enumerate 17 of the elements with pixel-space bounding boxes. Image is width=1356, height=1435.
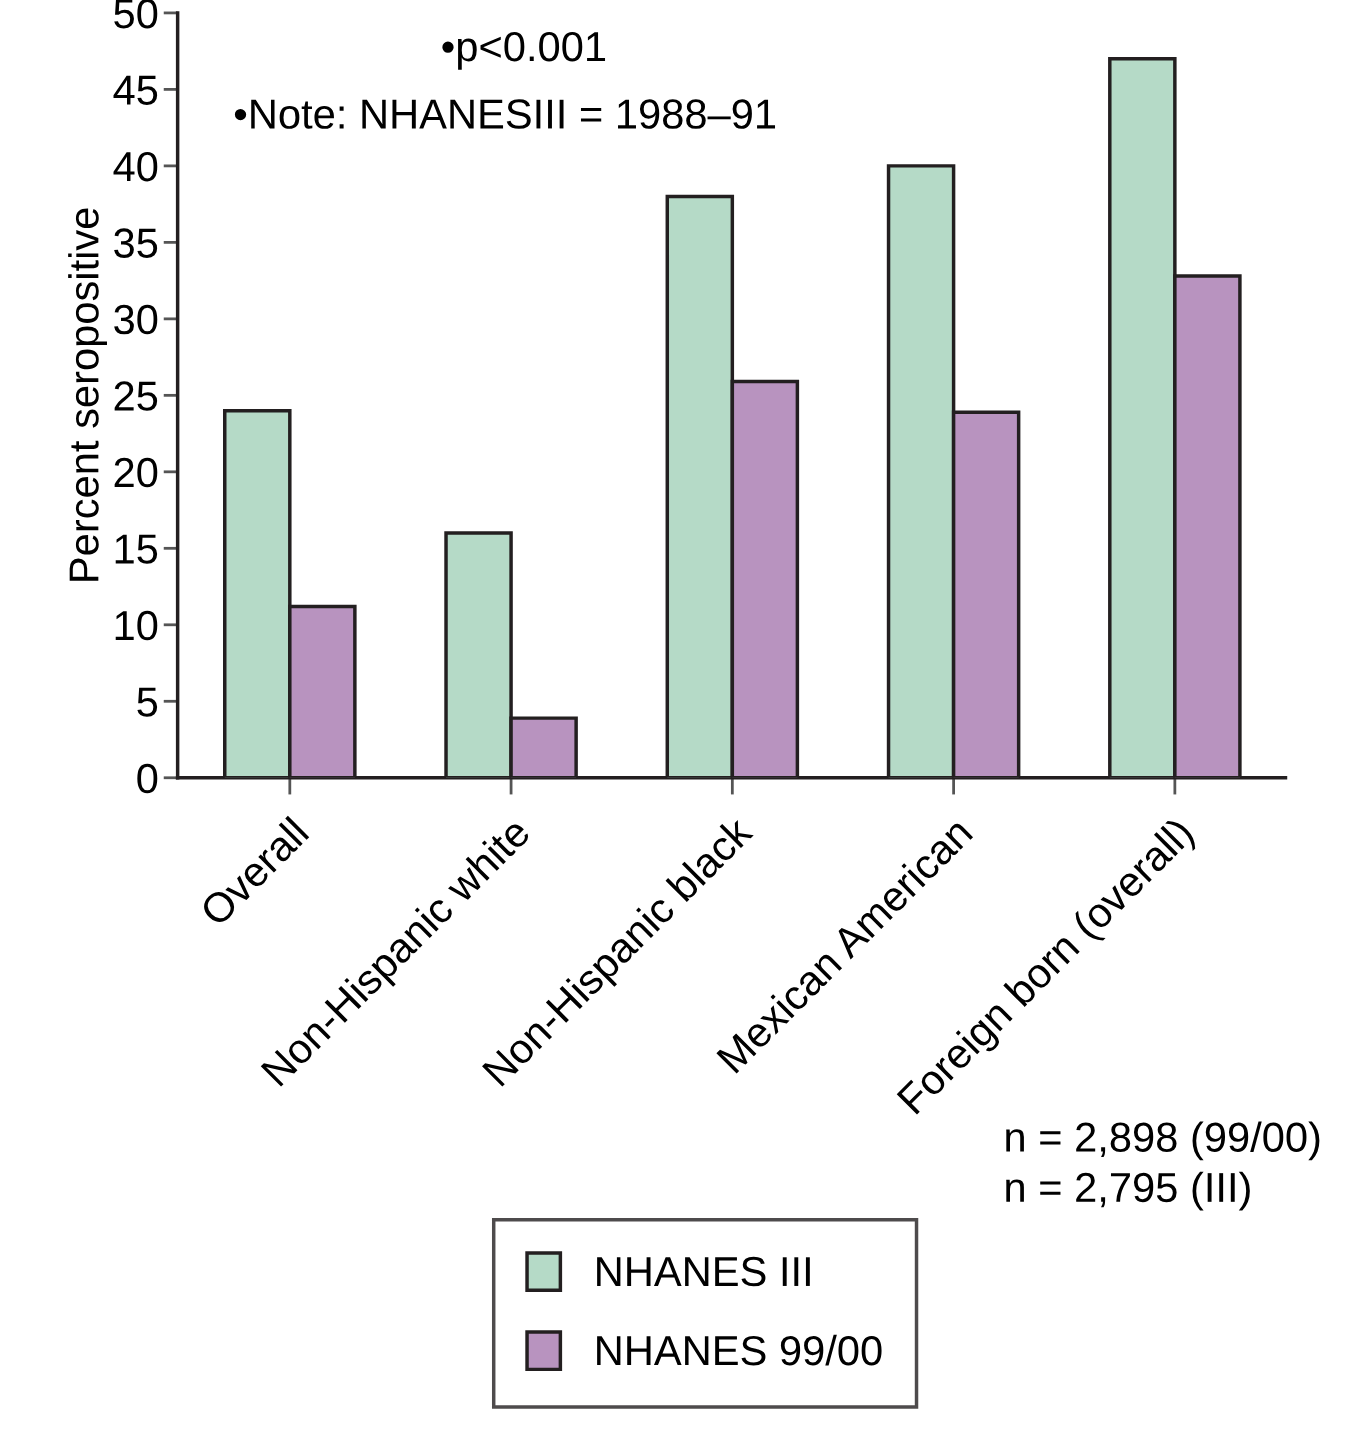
annotation: •Note: NHANESIII = 1988–91 — [234, 99, 776, 129]
y-tick-label: 30 — [114, 304, 158, 335]
y-tick-label: 35 — [114, 228, 158, 258]
y-tick-label: 40 — [113, 151, 158, 182]
legend-label: NHANES 99/00 — [597, 1334, 882, 1366]
text: n = 2,898 (99/00) — [1006, 1121, 1320, 1161]
y-tick-label: 10 — [115, 610, 158, 641]
y-tick-label: 45 — [113, 75, 158, 105]
y-tick-label: 5 — [137, 687, 158, 717]
y-tick-label: 25 — [114, 381, 158, 411]
y-axis-title: Percent seropositive — [68, 208, 107, 581]
y-tick-label: 0 — [137, 763, 158, 794]
text: n = 2,795 (III) — [1006, 1171, 1250, 1211]
annotation: •p<0.001 — [442, 31, 606, 70]
y-tick-label: 20 — [114, 457, 158, 488]
legend-label: NHANES III — [597, 1256, 810, 1287]
y-tick-label: 15 — [115, 534, 158, 564]
